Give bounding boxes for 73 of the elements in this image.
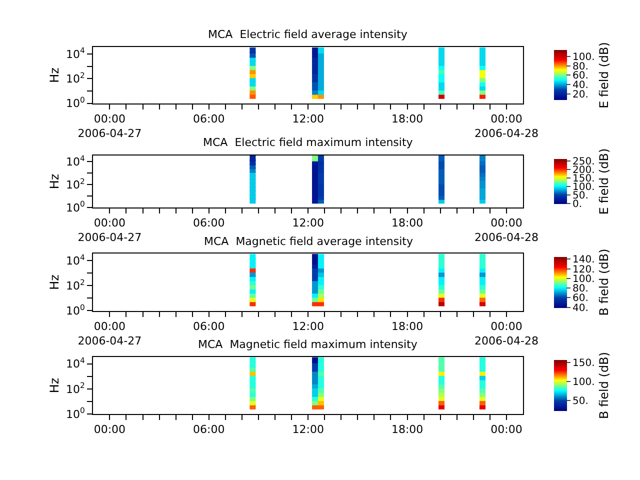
point — [318, 155, 324, 162]
x-tick-label: 00:00 2006-04-27 — [78, 112, 142, 140]
point — [480, 155, 486, 162]
point — [438, 155, 445, 162]
color-bar-label: 100. — [572, 274, 595, 285]
y-tick-label: 10$^{2}$ — [66, 70, 86, 86]
y-tick-label: 10$^{2}$ — [66, 176, 86, 192]
color-bar-title: E field (dB) — [596, 148, 611, 215]
color-bar-label: 80. — [572, 61, 588, 72]
chart-title: MCA Magnetic field average intensity — [204, 235, 414, 248]
x-tick-label: 18:00 — [391, 112, 424, 126]
point — [250, 357, 256, 364]
y-axis-title: Hz — [47, 274, 62, 290]
x-tick-label: 00:00 2006-04-28 — [474, 112, 538, 140]
y-tick-label: 10$^{4}$ — [66, 46, 86, 61]
x-tick-label: 18:00 — [391, 216, 424, 230]
y-axis-title: Hz — [47, 68, 62, 83]
x-tick-label: 12:00 — [292, 320, 324, 333]
y-tick-label: 10$^{2}$ — [66, 381, 86, 396]
chart-title: MCA Electric field average intensity — [208, 28, 408, 41]
color-bar-label: 60. — [572, 293, 588, 304]
y-tick-label: 10$^{0}$ — [66, 406, 86, 421]
color-bar-label: 20. — [572, 89, 588, 100]
chart-title: MCA Magnetic field maximum intensity — [198, 338, 418, 351]
x-tick-label: 00:00 2006-04-28 — [474, 216, 538, 244]
color-bar-label: 50. — [572, 396, 588, 408]
color-bar-label: 40. — [572, 302, 588, 314]
x-tick-label: 00:00 — [94, 423, 126, 436]
y-tick-label: 10$^{4}$ — [66, 252, 86, 268]
point — [318, 254, 324, 260]
x-tick-label: 00:00 2006-04-27 — [78, 320, 142, 348]
y-tick-label: 10$^{4}$ — [66, 154, 86, 168]
y-tick-label: 10$^{0}$ — [66, 200, 86, 214]
y-tick-label: 10$^{0}$ — [66, 95, 86, 110]
point — [318, 357, 324, 364]
x-tick-label: 06:00 — [193, 112, 225, 126]
point — [312, 254, 318, 260]
x-tick-label: 18:00 — [391, 423, 424, 436]
color-bar-label: 60. — [572, 70, 588, 82]
x-tick-label: 12:00 — [292, 423, 324, 436]
color-bar-label: 150. — [572, 358, 595, 370]
point — [312, 47, 318, 54]
color-bar-label: 140. — [572, 254, 595, 266]
point — [312, 155, 318, 162]
x-tick-label: 06:00 — [193, 320, 225, 333]
y-tick-label: 10$^{0}$ — [66, 302, 86, 318]
x-tick-label: 00:00 2006-04-28 — [474, 320, 538, 348]
color-bar-label: 100. — [572, 52, 595, 64]
y-axis-title: Hz — [47, 378, 62, 394]
color-bar-label: 40. — [572, 80, 588, 91]
color-bar-label: 120. — [572, 264, 595, 276]
chart-title: MCA Electric field maximum intensity — [203, 136, 414, 149]
y-tick-label: 10$^{2}$ — [66, 278, 86, 292]
point — [250, 254, 256, 260]
color-bar-title: B field (dB) — [596, 248, 611, 316]
x-tick-label: 00:00 — [490, 423, 522, 436]
point — [312, 357, 318, 364]
color-bar-title: E field (dB) — [596, 42, 611, 108]
y-tick-label: 10$^{4}$ — [66, 356, 86, 371]
point — [318, 47, 324, 54]
x-tick-label: 18:00 — [391, 320, 424, 333]
x-tick-label: 12:00 — [292, 112, 324, 126]
x-tick-label: 00:00 2006-04-27 — [78, 216, 142, 244]
x-tick-label: 06:00 — [193, 423, 225, 436]
color-bar-label: 0. — [572, 199, 582, 210]
color-bar-label: 100. — [572, 377, 595, 388]
point — [250, 47, 256, 54]
x-tick-label: 06:00 — [193, 216, 225, 230]
color-bar-title: B field (dB) — [596, 352, 611, 419]
color-bar-label: 80. — [572, 284, 588, 295]
y-axis-title: Hz — [47, 174, 62, 190]
point — [250, 155, 256, 162]
x-tick-label: 12:00 — [292, 216, 324, 230]
